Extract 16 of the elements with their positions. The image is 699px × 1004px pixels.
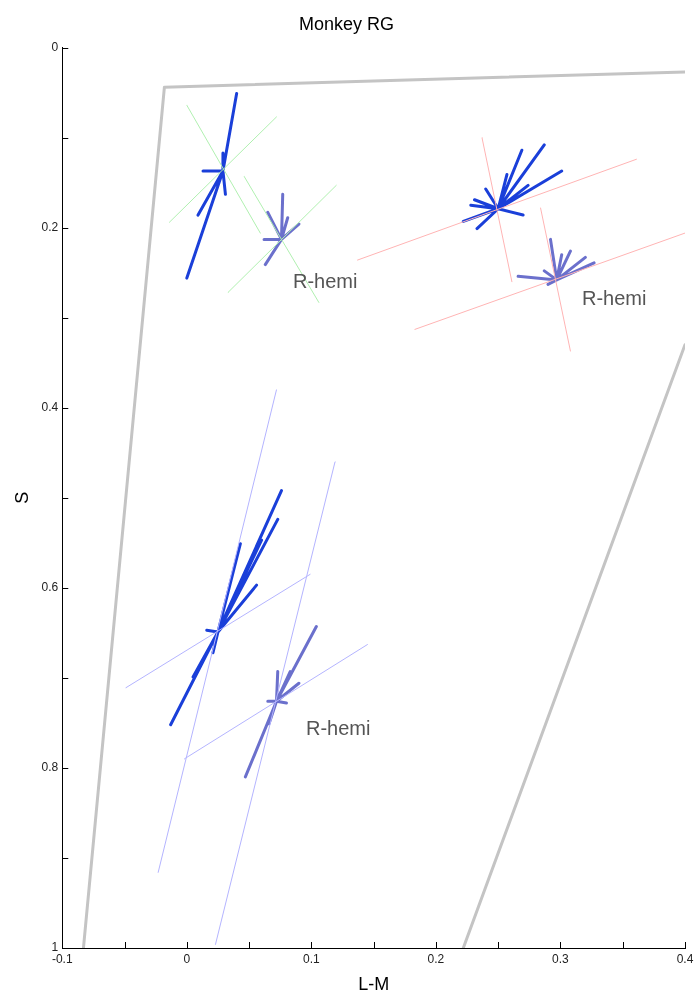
x-tick-label: 0.1 xyxy=(303,951,321,966)
annotation: R-hemi xyxy=(293,269,358,292)
annotation: R-hemi xyxy=(306,716,371,739)
y-tick-label: 0 xyxy=(51,39,59,54)
chart-title: Monkey RG xyxy=(298,13,395,34)
x-tick-label: 0.3 xyxy=(552,951,570,966)
annotation: R-hemi xyxy=(582,286,647,309)
y-tick-label: 0.8 xyxy=(41,760,59,775)
y-tick-label: 0.6 xyxy=(41,580,59,595)
x-tick-label: 0 xyxy=(183,951,191,966)
x-axis-title: L-M xyxy=(358,974,390,995)
y-tick-label: 0.4 xyxy=(41,400,59,415)
x-tick-label: 0.4 xyxy=(676,951,694,966)
y-tick-label: 0.2 xyxy=(41,219,59,234)
x-tick-label: 0.2 xyxy=(427,951,445,966)
y-axis-title: S xyxy=(11,491,32,504)
